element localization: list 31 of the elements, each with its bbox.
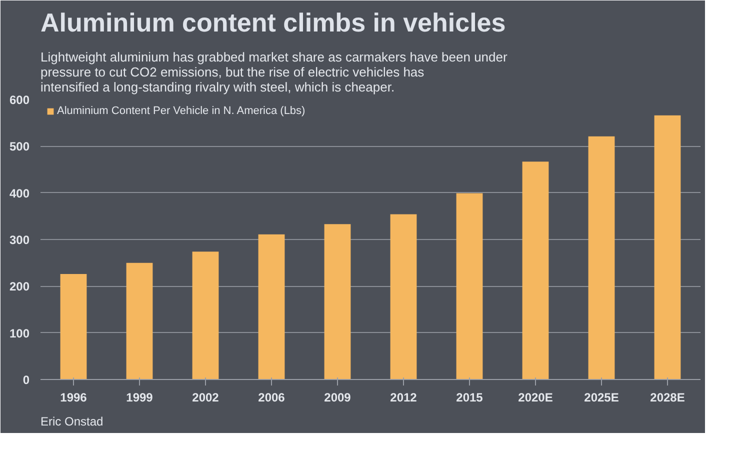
- y-tick-label: 300: [9, 233, 30, 247]
- x-tick-label: 2009: [324, 390, 352, 404]
- x-tick-label: 2006: [258, 390, 286, 404]
- bar: [654, 115, 681, 380]
- x-tick-label: 2002: [192, 390, 220, 404]
- x-tick-label: 1999: [126, 390, 154, 404]
- legend-label: Aluminium Content Per Vehicle in N. America (Lbs): [57, 105, 306, 117]
- bar: [390, 214, 417, 380]
- bar: [258, 234, 285, 380]
- bar: [192, 252, 219, 380]
- x-tick-label: 2028E: [650, 390, 685, 404]
- chart-subtitle: Lightweight aluminium has grabbed market share as carmakers have been under pressure to cut CO2 emissions, but the rise of electric vehicles has intensified a long-standing rivalry with steel, which is cheaper.: [40, 50, 508, 94]
- x-tick-label: 2012: [390, 390, 418, 404]
- bar: [522, 162, 549, 380]
- bar: [60, 274, 87, 380]
- x-tick-label: 2020E: [518, 390, 553, 404]
- bar: [324, 224, 351, 380]
- bar: [588, 136, 615, 380]
- text: Eric Onstad: [40, 414, 104, 428]
- y-tick-label: 200: [9, 280, 30, 294]
- y-tick-label: 400: [9, 186, 30, 200]
- bar: [126, 262, 153, 380]
- y-tick-label: 500: [9, 140, 30, 154]
- y-tick-label: 100: [9, 326, 30, 340]
- y-tick-label: 600: [9, 93, 30, 107]
- bar: [456, 193, 483, 380]
- x-tick-label: 1996: [60, 390, 88, 404]
- x-tick-label: 2015: [456, 390, 484, 404]
- y-tick-label: 0: [22, 373, 30, 387]
- x-tick-label: 2025E: [584, 390, 619, 404]
- chart-title: Aluminium content climbs in vehicles: [40, 8, 506, 38]
